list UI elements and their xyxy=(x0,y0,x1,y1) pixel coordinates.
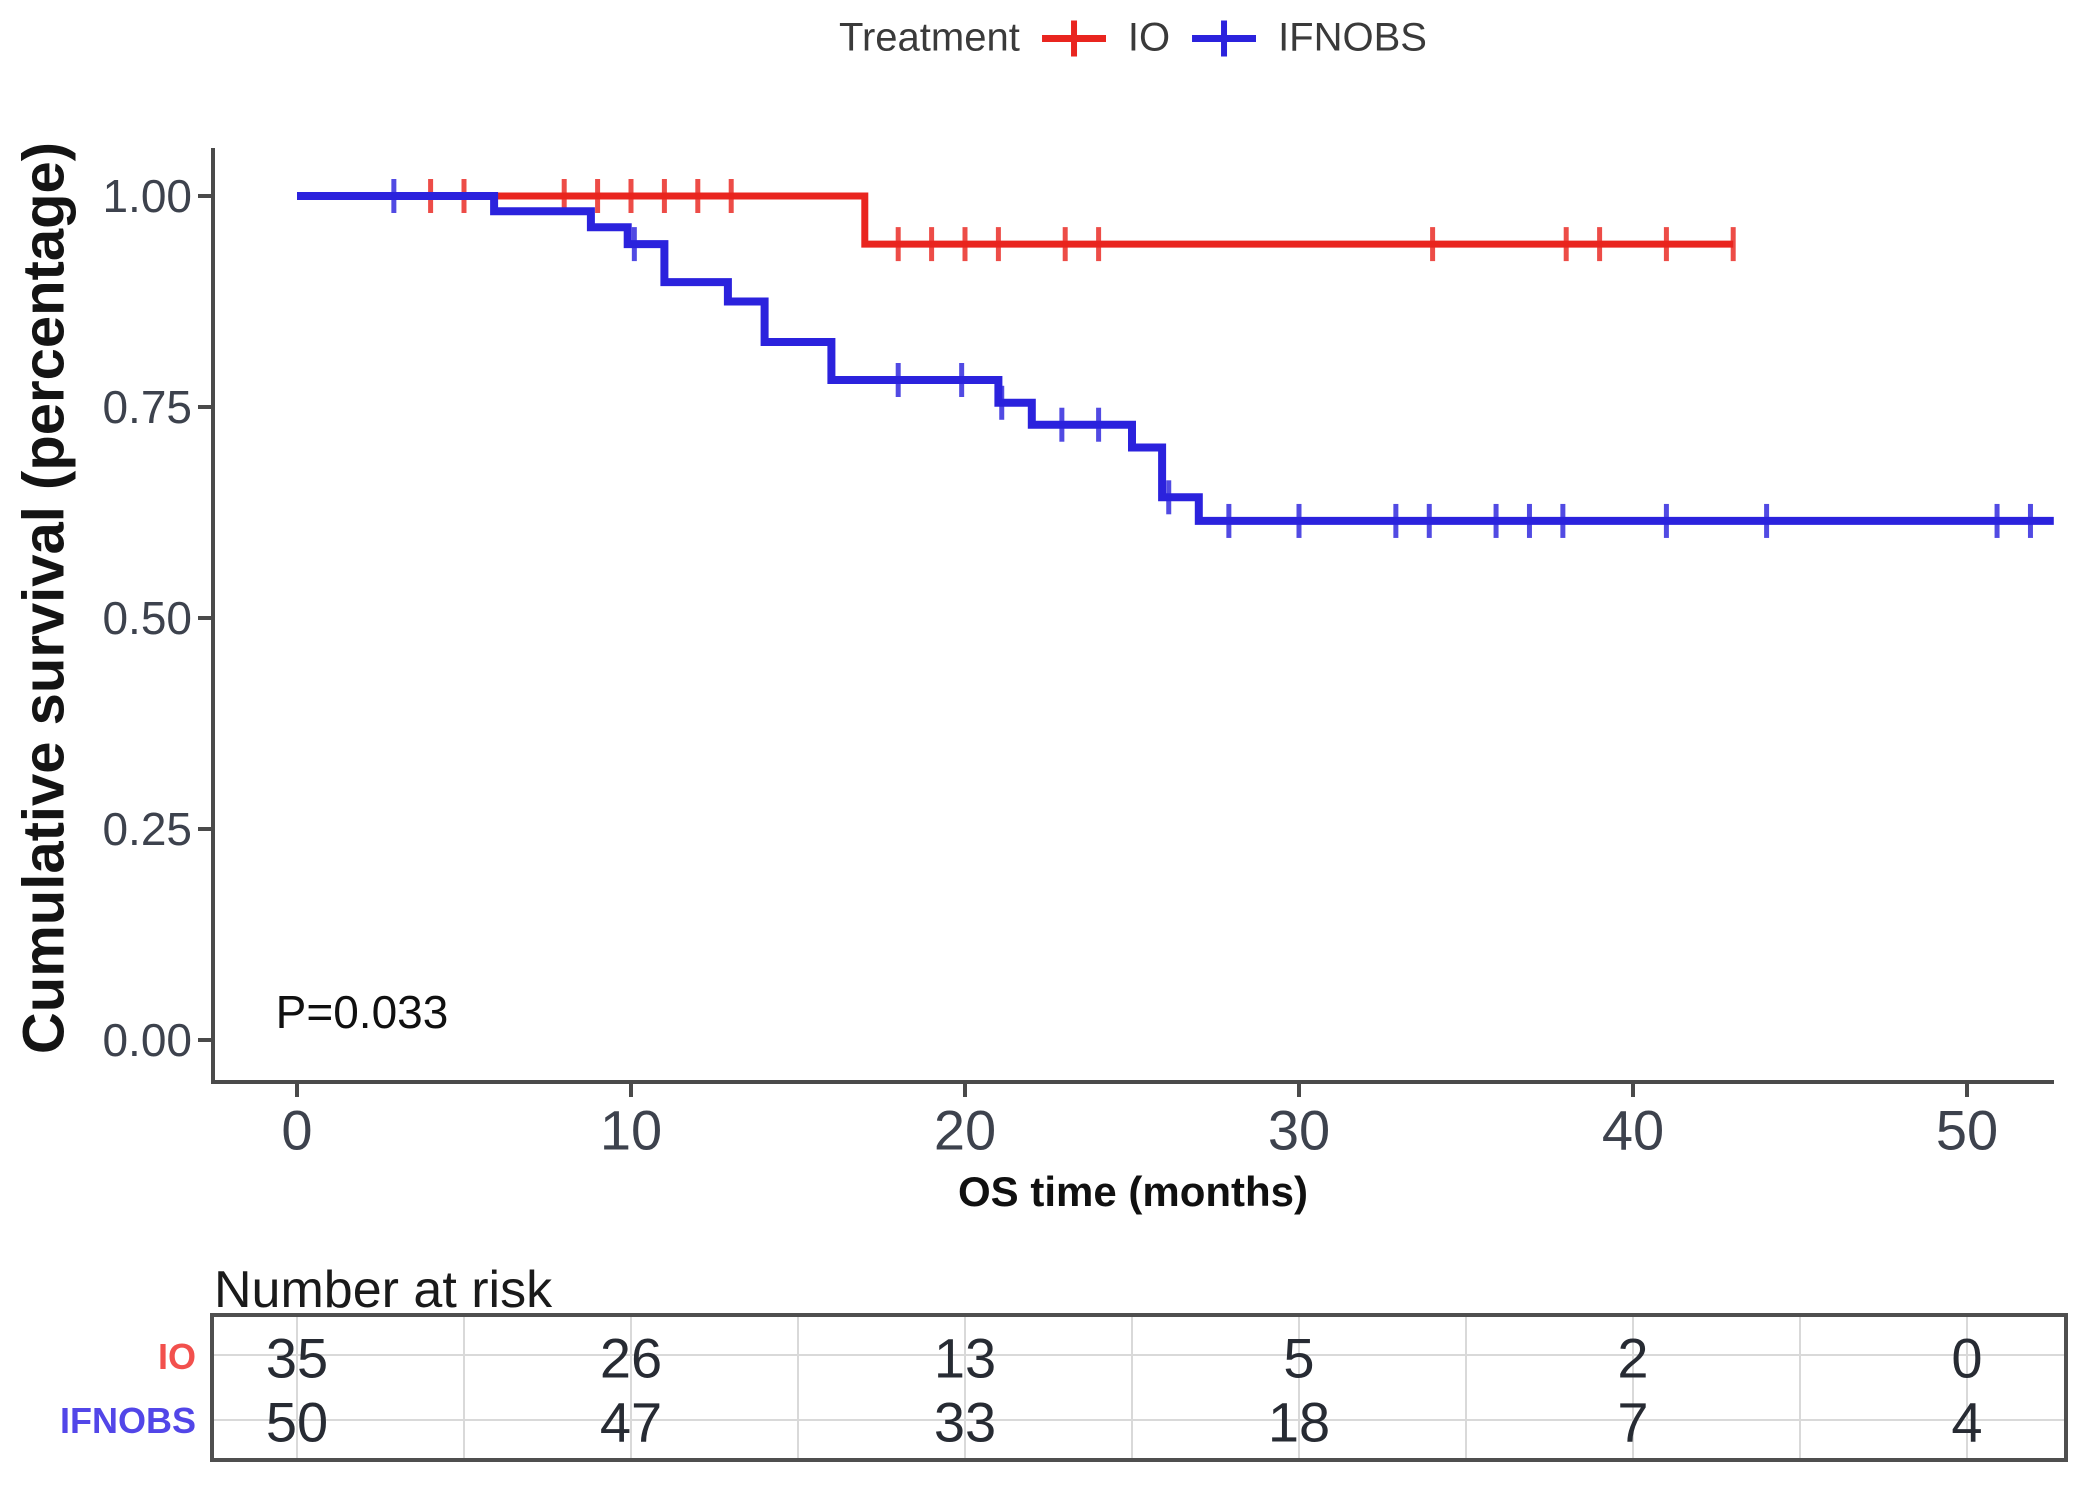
survival-curve-io xyxy=(297,192,1734,248)
risk-count: 50 xyxy=(265,1390,329,1454)
survival-curve-ifnobs xyxy=(297,192,2054,525)
risk-count: 2 xyxy=(1617,1326,1649,1390)
legend-title: Treatment xyxy=(839,15,1020,60)
y-tick-label: 0.25 xyxy=(102,803,192,855)
risk-table-border xyxy=(210,1313,2068,1462)
io-legend-key-icon xyxy=(1041,20,1106,56)
p-value-annotation: P=0.033 xyxy=(275,986,449,1038)
risk-count: 18 xyxy=(1267,1390,1331,1454)
risk-count: 26 xyxy=(599,1326,663,1390)
y-axis-title: Cumulative survival (percentage) xyxy=(11,141,77,1055)
x-tick-label: 40 xyxy=(1601,1098,1665,1162)
risk-row-label-io: IO xyxy=(157,1336,196,1377)
y-tick-label: 0.75 xyxy=(102,381,192,433)
risk-count: 5 xyxy=(1283,1326,1315,1390)
risk-table-heading: Number at risk xyxy=(214,1261,553,1319)
legend: Treatment IO IFNOBS xyxy=(839,16,1427,61)
x-tick-label: 0 xyxy=(281,1098,313,1162)
y-tick-label: 0.00 xyxy=(102,1014,192,1066)
risk-count: 4 xyxy=(1951,1390,1983,1454)
risk-count: 35 xyxy=(265,1326,329,1390)
x-tick-label: 50 xyxy=(1935,1098,1999,1162)
legend-label-ifnobs: IFNOBS xyxy=(1278,15,1427,60)
risk-row-label-ifnobs: IFNOBS xyxy=(59,1400,196,1441)
y-tick-label: 1.00 xyxy=(102,170,192,222)
risk-count: 0 xyxy=(1951,1326,1983,1390)
risk-count: 33 xyxy=(933,1390,997,1454)
x-axis-title: OS time (months) xyxy=(957,1168,1309,1215)
risk-count: 7 xyxy=(1617,1390,1649,1454)
ifnobs-legend-key-icon xyxy=(1192,20,1257,56)
risk-count: 47 xyxy=(599,1390,663,1454)
y-tick-label: 0.50 xyxy=(102,592,192,644)
risk-count: 13 xyxy=(933,1326,997,1390)
x-tick-label: 10 xyxy=(599,1098,663,1162)
x-tick-label: 30 xyxy=(1267,1098,1331,1162)
legend-label-io: IO xyxy=(1127,15,1171,60)
x-tick-label: 20 xyxy=(933,1098,997,1162)
